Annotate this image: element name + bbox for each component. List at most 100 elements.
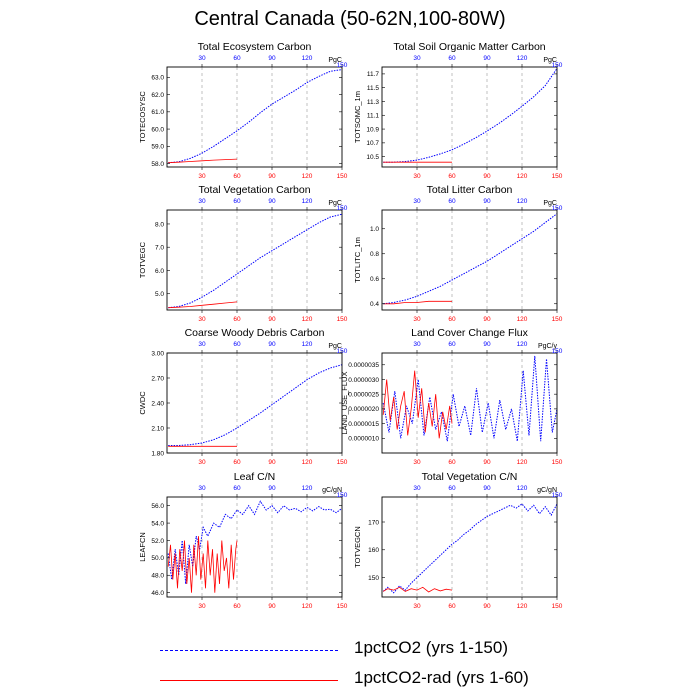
y-tick-label: 50.0 <box>151 555 164 562</box>
y-tick-label: 0.0000015 <box>348 421 379 428</box>
x-tick-label-bottom: 60 <box>233 173 241 180</box>
y-tick-label: 11.5 <box>367 85 380 92</box>
x-tick-label-top: 30 <box>413 198 421 205</box>
y-axis-label: LEAFCN <box>138 532 147 562</box>
x-tick-label-bottom: 30 <box>413 173 421 180</box>
y-tick-label: 10.9 <box>366 126 379 133</box>
x-tick-label-top: 150 <box>552 348 563 355</box>
x-tick-label-bottom: 150 <box>552 173 563 180</box>
y-tick-label: 0.8 <box>370 251 379 258</box>
y-tick-label: 52.0 <box>151 538 164 545</box>
x-tick-label-bottom: 150 <box>552 603 563 610</box>
series-line-1pctco2 <box>168 213 343 309</box>
x-tick-label-bottom: 120 <box>302 459 313 466</box>
y-tick-label: 56.0 <box>151 503 164 510</box>
legend-item-1pctco2: 1pctCO2 (yrs 1-150) <box>150 636 570 664</box>
legend-item-1pctco2-rad: 1pctCO2-rad (yrs 1-60) <box>150 666 570 694</box>
units-label: PgC/y <box>538 343 558 350</box>
x-tick-label-top: 60 <box>448 485 456 492</box>
plot-frame <box>166 352 343 454</box>
legend-swatch-dashed <box>160 650 338 651</box>
x-tick-label-bottom: 150 <box>552 316 563 323</box>
x-tick-label-top: 60 <box>448 341 456 348</box>
y-axis-label: TOTVEGC <box>138 241 147 278</box>
y-tick-label: 63.0 <box>151 75 164 82</box>
panel-title: Total Ecosystem Carbon <box>198 41 312 53</box>
x-tick-label-bottom: 60 <box>448 603 456 610</box>
series-line-1pctco2-rad <box>168 301 238 309</box>
x-tick-label-bottom: 90 <box>268 173 276 180</box>
y-axis-label: TOTSOMC_1m <box>353 91 362 143</box>
x-tick-label-top: 90 <box>268 341 276 348</box>
y-tick-label: 0.0000010 <box>348 436 379 443</box>
plot-frame <box>166 66 343 168</box>
x-tick-label-bottom: 30 <box>198 173 206 180</box>
x-tick-label-top: 30 <box>198 485 206 492</box>
plot-frame <box>381 66 558 168</box>
x-tick-label-top: 30 <box>413 55 421 62</box>
units-label: gC/gN <box>322 487 342 494</box>
x-tick-label-bottom: 60 <box>448 173 456 180</box>
x-tick-label-top: 60 <box>448 55 456 62</box>
plot-frame <box>381 496 558 598</box>
panel-title: Total Litter Carbon <box>427 184 513 196</box>
y-tick-label: 11.3 <box>367 99 380 106</box>
x-tick-label-bottom: 60 <box>233 316 241 323</box>
x-tick-label-bottom: 30 <box>413 459 421 466</box>
x-tick-label-bottom: 90 <box>483 603 491 610</box>
y-tick-label: 0.4 <box>370 301 379 308</box>
x-tick-label-bottom: 120 <box>517 173 528 180</box>
x-tick-label-top: 120 <box>517 198 528 205</box>
x-tick-label-bottom: 30 <box>198 316 206 323</box>
y-tick-label: 0.0000025 <box>348 391 379 398</box>
x-tick-label-top: 150 <box>337 205 348 212</box>
y-tick-label: 48.0 <box>151 573 164 580</box>
units-label: PgC <box>328 57 342 64</box>
y-tick-label: 0.0000030 <box>348 377 379 384</box>
x-tick-label-bottom: 150 <box>337 603 348 610</box>
x-tick-label-bottom: 150 <box>337 459 348 466</box>
x-tick-label-bottom: 120 <box>517 603 528 610</box>
x-tick-label-bottom: 150 <box>552 459 563 466</box>
x-tick-label-bottom: 90 <box>268 603 276 610</box>
x-tick-label-top: 150 <box>552 62 563 69</box>
x-tick-label-bottom: 90 <box>483 459 491 466</box>
panel-title: Coarse Woody Debris Carbon <box>185 327 325 339</box>
x-tick-label-top: 60 <box>233 55 241 62</box>
x-tick-label-top: 120 <box>517 341 528 348</box>
x-tick-label-top: 30 <box>198 341 206 348</box>
y-axis-label: LAND_USE_FLUX <box>340 372 349 435</box>
series-line-1pctco2-rad <box>168 158 238 164</box>
y-tick-label: 5.0 <box>155 291 164 298</box>
x-tick-label-bottom: 150 <box>337 173 348 180</box>
x-tick-label-bottom: 30 <box>198 603 206 610</box>
x-tick-label-top: 90 <box>483 341 491 348</box>
x-tick-label-bottom: 30 <box>413 316 421 323</box>
y-tick-label: 7.0 <box>155 245 164 252</box>
series-line-1pctco2 <box>168 364 343 446</box>
x-tick-label-bottom: 120 <box>517 316 528 323</box>
x-tick-label-bottom: 120 <box>302 316 313 323</box>
y-tick-label: 46.0 <box>151 590 164 597</box>
series-line-1pctco2-rad <box>167 536 238 593</box>
y-tick-label: 6.0 <box>155 268 164 275</box>
plot-frame <box>166 496 343 598</box>
series-line-1pctco2 <box>383 68 558 163</box>
y-axis-label: TOTLITC_1m <box>353 237 362 283</box>
y-tick-label: 2.70 <box>151 375 164 382</box>
y-tick-label: 0.0000035 <box>348 362 379 369</box>
x-tick-label-top: 120 <box>302 55 313 62</box>
x-tick-label-top: 30 <box>198 55 206 62</box>
x-tick-label-top: 90 <box>483 198 491 205</box>
y-tick-label: 10.7 <box>366 140 379 147</box>
series-line-1pctco2 <box>382 503 558 594</box>
x-tick-label-bottom: 60 <box>233 459 241 466</box>
x-tick-label-top: 30 <box>413 341 421 348</box>
x-tick-label-bottom: 30 <box>413 603 421 610</box>
x-tick-label-bottom: 90 <box>268 316 276 323</box>
x-tick-label-top: 60 <box>448 198 456 205</box>
x-tick-label-top: 90 <box>268 485 276 492</box>
x-tick-label-top: 150 <box>337 348 348 355</box>
panel-title: Total Vegetation C/N <box>422 471 518 483</box>
y-tick-label: 11.7 <box>367 71 380 78</box>
